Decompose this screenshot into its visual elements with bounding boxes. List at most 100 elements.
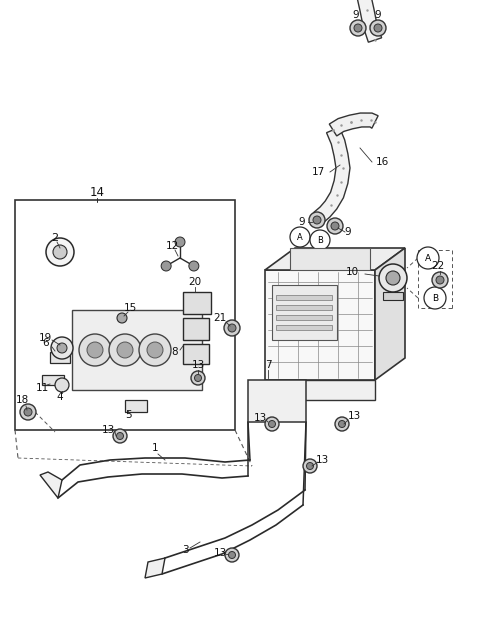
Circle shape [265,417,279,431]
Circle shape [191,371,205,385]
Circle shape [224,320,240,336]
Circle shape [327,218,343,234]
Bar [265,270,375,380]
Text: 22: 22 [432,261,444,271]
Circle shape [338,420,346,428]
Circle shape [331,222,339,230]
Polygon shape [265,248,405,270]
Circle shape [109,334,141,366]
Circle shape [117,433,123,439]
Circle shape [117,313,127,323]
Circle shape [335,417,349,431]
Text: 18: 18 [15,395,29,405]
Polygon shape [145,558,165,578]
Circle shape [307,462,313,469]
Circle shape [313,216,321,224]
Circle shape [303,459,317,473]
Text: 13: 13 [348,411,360,421]
Bar [72,310,202,390]
Circle shape [79,334,111,366]
Bar [15,200,235,430]
Text: 4: 4 [57,392,63,402]
Circle shape [20,404,36,420]
Polygon shape [329,113,378,136]
Polygon shape [375,248,405,380]
Text: 9: 9 [375,10,381,20]
Bar [183,292,211,314]
Bar [265,380,375,400]
Circle shape [55,378,69,392]
Text: 13: 13 [101,425,115,435]
Circle shape [51,337,73,359]
Text: 11: 11 [36,383,48,393]
Circle shape [46,238,74,266]
Circle shape [290,227,310,247]
Bar [42,375,64,385]
Text: 7: 7 [264,360,271,370]
Polygon shape [313,128,350,223]
Bar [125,400,147,412]
Circle shape [386,271,400,285]
Circle shape [228,324,236,332]
Circle shape [436,276,444,284]
Text: 20: 20 [189,277,202,287]
Bar [276,315,332,320]
Text: 13: 13 [315,455,329,465]
Circle shape [379,264,407,292]
Bar [276,325,332,330]
Text: 6: 6 [43,338,49,348]
Text: 13: 13 [253,413,266,423]
Bar [183,344,209,364]
Bar [276,305,332,310]
Circle shape [117,342,133,358]
Circle shape [354,24,362,32]
Circle shape [57,343,67,353]
Text: 12: 12 [166,241,179,251]
Circle shape [228,552,236,558]
Text: 3: 3 [182,545,188,555]
Text: 21: 21 [214,313,227,323]
Circle shape [113,429,127,443]
Text: 2: 2 [51,233,59,243]
Text: 5: 5 [125,410,132,420]
Circle shape [424,287,446,309]
Circle shape [309,212,325,228]
Circle shape [194,374,202,381]
Text: 9: 9 [353,10,360,20]
Text: A: A [297,233,303,241]
Circle shape [432,272,448,288]
Bar [183,318,209,340]
Circle shape [268,420,276,428]
Text: B: B [317,235,323,245]
Text: 14: 14 [89,186,105,199]
Circle shape [417,247,439,269]
Text: 13: 13 [214,548,227,558]
Bar [290,248,370,270]
Circle shape [175,237,185,247]
Text: A: A [425,254,431,262]
Bar [272,285,337,340]
Circle shape [24,408,32,416]
Text: 17: 17 [312,167,324,177]
Bar [50,352,70,363]
Text: B: B [432,293,438,303]
Circle shape [310,230,330,250]
Text: 10: 10 [346,267,359,277]
Text: 19: 19 [38,333,52,343]
Circle shape [370,20,386,36]
Text: 8: 8 [172,347,178,357]
Circle shape [53,245,67,259]
Circle shape [87,342,103,358]
Text: 9: 9 [299,217,305,227]
Polygon shape [40,472,62,498]
Bar [383,292,403,300]
Text: 13: 13 [192,360,204,370]
Text: 1: 1 [152,443,158,453]
Circle shape [225,548,239,562]
Bar [248,380,306,422]
Polygon shape [329,0,382,42]
Circle shape [139,334,171,366]
Text: 9: 9 [345,227,351,237]
Circle shape [161,261,171,271]
Circle shape [374,24,382,32]
